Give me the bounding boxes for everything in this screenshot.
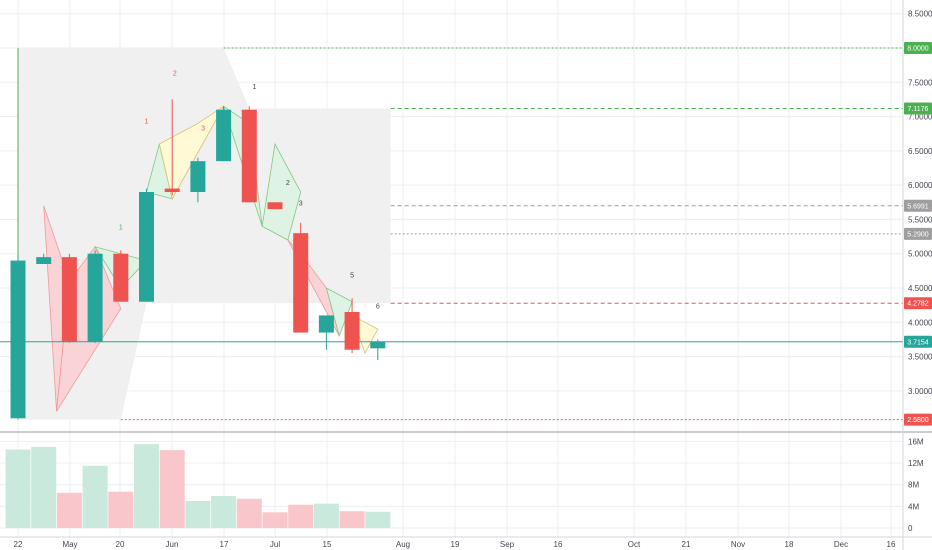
- price-level-label-3: 5.2900: [907, 231, 929, 238]
- volume-bar-10: [262, 512, 288, 528]
- price-tick-0: 8.5000: [908, 10, 932, 19]
- price-level-label-1: 7.1176: [908, 106, 929, 113]
- annotation-label-8: 6: [376, 304, 380, 311]
- price-tick-3: 7.0000: [908, 113, 932, 122]
- time-tick-10: 16: [554, 540, 563, 549]
- price-level-label-4: 4.2782: [907, 301, 929, 308]
- volume-bar-0: [5, 449, 31, 528]
- candles: [10, 99, 386, 419]
- price-level-badge-3: [904, 227, 932, 240]
- price-tick-8: 4.5000: [908, 284, 932, 293]
- candle-body-10: [267, 202, 283, 210]
- volume-axis: 16M 12M 8M 4M 0: [908, 437, 924, 533]
- time-tick-3: Jun: [166, 540, 179, 549]
- price-tick-6: 5.5000: [908, 215, 932, 224]
- annotation-label-7: 5: [350, 273, 354, 280]
- time-tick-7: Aug: [396, 540, 410, 549]
- candle-body-3: [87, 253, 103, 342]
- price-tick-9: 4.0000: [908, 318, 932, 327]
- price-level-badge-1: [904, 102, 932, 115]
- volume-tick-0: 16M: [908, 437, 924, 446]
- candle-body-7: [190, 161, 206, 192]
- candle-body-6: [164, 188, 180, 192]
- volume-bar-11: [288, 504, 314, 528]
- time-axis[interactable]: 22 May 20 Jun 17 Jul 15 Aug 19 Sep 16 Oct 21 Nov 18 Dec…: [14, 540, 896, 549]
- time-tick-12: 21: [682, 540, 691, 549]
- candle-body-11: [293, 233, 309, 333]
- volume-tick-3: 4M: [908, 502, 919, 511]
- annotation-label-4: 1: [119, 225, 123, 232]
- time-tick-11: Oct: [628, 540, 641, 549]
- price-level-label-6: 2.5800: [907, 417, 929, 424]
- volume-tick-2: 8M: [908, 481, 919, 490]
- volume-bar-4: [108, 491, 134, 528]
- volume-bar-5: [134, 444, 159, 528]
- range-box-shape: [18, 48, 391, 420]
- volume-bar-2: [56, 492, 82, 528]
- annotation-label-3: 1: [145, 118, 149, 125]
- volume-tick-4: 0: [908, 524, 913, 533]
- volume-bar-12: [313, 503, 339, 528]
- price-tick-5: 6.0000: [908, 181, 932, 190]
- time-tick-0: 22: [14, 540, 23, 549]
- candle-body-14: [370, 341, 386, 349]
- candle-body-8: [216, 109, 232, 162]
- volume-bar-6: [159, 450, 185, 528]
- time-tick-13: Nov: [731, 540, 745, 549]
- price-level-badge-0: [904, 42, 932, 54]
- time-tick-14: 18: [785, 540, 794, 549]
- price-levels: [0, 47, 903, 421]
- volume-bar-7: [185, 500, 211, 528]
- candle-body-2: [61, 257, 77, 342]
- price-level-badge-5: [904, 335, 932, 348]
- volume-bar-13: [339, 511, 365, 528]
- price-level-badge-6: [904, 413, 932, 426]
- price-tick-2: 7.5000: [908, 78, 932, 87]
- volume-bar-9: [236, 498, 262, 528]
- time-tick-1: May: [62, 540, 77, 549]
- time-tick-2: 20: [116, 540, 125, 549]
- candle-body-0: [10, 260, 26, 419]
- annotation-label-5: 2: [286, 180, 290, 187]
- price-level-badge-2: [904, 199, 932, 212]
- volume-bar-14: [365, 511, 391, 528]
- annotations: 2 1 3 1 1 2 3 5 6: [119, 70, 380, 310]
- price-level-labels: 8.0000 7.1176 5.6991 5.2900 4.2782 3.7154 2.58…: [904, 42, 932, 426]
- price-tick-10: 3.5000: [908, 353, 932, 362]
- annotation-label-0: 2: [173, 70, 177, 77]
- annotation-label-1: 1: [252, 84, 256, 91]
- price-tick-7: 5.0000: [908, 250, 932, 259]
- volume-bar-8: [211, 496, 237, 528]
- price-level-label-5: 3.7154: [907, 339, 929, 346]
- pattern-triangle-7: [261, 142, 302, 241]
- candle-body-5: [139, 192, 154, 302]
- price-level-label-0: 8.0000: [907, 46, 929, 53]
- volume-bar-1: [31, 446, 57, 528]
- annotation-label-6: 3: [299, 201, 303, 208]
- volume-bar-3: [82, 465, 108, 528]
- time-tick-9: Sep: [500, 540, 515, 549]
- time-tick-6: 15: [323, 540, 332, 549]
- annotation-label-2: 3: [201, 125, 205, 132]
- price-level-label-2: 5.6991: [907, 203, 929, 210]
- price-tick-4: 6.5000: [908, 147, 932, 156]
- candle-body-9: [241, 109, 257, 203]
- grid: [0, 0, 903, 537]
- candle-body-13: [344, 312, 360, 350]
- candle-body-1: [36, 257, 52, 264]
- volume-tick-1: 12M: [908, 459, 924, 468]
- time-tick-5: Jul: [270, 540, 280, 549]
- time-tick-8: 19: [451, 540, 460, 549]
- time-tick-4: 17: [220, 540, 229, 549]
- price-tick-11: 3.0000: [908, 387, 932, 396]
- price-level-badge-4: [904, 297, 932, 310]
- time-tick-16: 16: [887, 540, 896, 549]
- volume-bars: [5, 444, 391, 528]
- time-tick-15: Dec: [834, 540, 848, 549]
- candle-body-4: [113, 253, 129, 302]
- pattern-drawings: [17, 48, 391, 420]
- candle-body-12: [318, 315, 334, 333]
